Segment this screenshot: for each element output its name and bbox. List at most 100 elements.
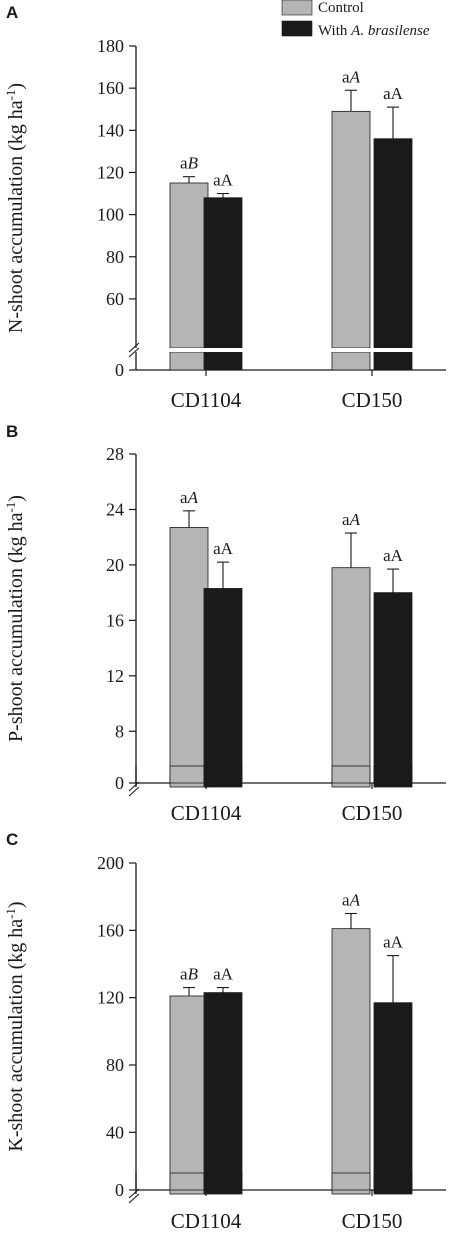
axis-break-mark-1 <box>128 342 140 353</box>
y-tick-label: 80 <box>106 1055 124 1075</box>
bar-stub <box>169 1172 209 1191</box>
legend-label-0: Control <box>318 0 364 16</box>
significance-letters: a <box>180 965 188 984</box>
significance-label: aA <box>342 510 361 529</box>
bar <box>169 995 209 1195</box>
bar <box>203 588 243 788</box>
y-tick-label: 120 <box>97 988 124 1008</box>
significance-italic: A <box>349 891 361 910</box>
y-tick-label: 160 <box>97 78 124 98</box>
y-tick-label: 140 <box>97 120 124 140</box>
y-tick-label: 8 <box>115 721 124 741</box>
bar-stub <box>373 351 413 371</box>
y-tick-label: 180 <box>97 36 124 56</box>
bar-stub <box>203 351 243 371</box>
category-label: CD1104 <box>171 1209 242 1231</box>
bar <box>373 592 413 788</box>
significance-italic: A <box>187 488 199 507</box>
significance-letters: aA <box>383 84 404 103</box>
bar <box>331 110 371 349</box>
panel-letter-C: C <box>6 830 18 849</box>
y-tick-label: 80 <box>106 247 124 267</box>
significance-letters: aA <box>383 546 404 565</box>
significance-italic: A <box>349 510 361 529</box>
bar-stub <box>331 351 371 371</box>
bar-stub <box>331 1172 371 1191</box>
significance-label: aA <box>342 67 361 86</box>
legend-label-text: With <box>318 23 351 39</box>
significance-letters: a <box>342 67 350 86</box>
bar <box>203 992 243 1195</box>
significance-label: aB <box>180 154 199 173</box>
axis-break-mark-2 <box>128 347 140 358</box>
significance-letters: aA <box>213 539 234 558</box>
significance-label: aA <box>213 171 234 190</box>
significance-italic: B <box>188 154 199 173</box>
significance-label: aA <box>383 546 404 565</box>
y-tick-label: 120 <box>97 162 124 182</box>
significance-label: aB <box>180 965 199 984</box>
y-tick-label: 100 <box>97 205 124 225</box>
y-axis-title: P-shoot accumulation (kg ha-1) <box>3 495 28 742</box>
y-tick-label: 0 <box>115 773 124 793</box>
y-axis-title-text: P-shoot accumulation (kg ha <box>5 512 27 742</box>
y-tick-label: 60 <box>106 289 124 309</box>
y-axis-title: K-shoot accumulation (kg ha-1) <box>3 901 28 1151</box>
bar-stub <box>373 765 413 784</box>
y-axis-title-text: N-shoot accumulation (kg ha <box>5 100 27 333</box>
significance-letters: a <box>342 510 350 529</box>
y-axis-title-sup: -1 <box>3 502 18 513</box>
significance-letters: aA <box>383 933 404 952</box>
significance-letters: a <box>342 891 350 910</box>
y-axis-title-sup: -1 <box>3 90 18 101</box>
significance-letters: a <box>180 154 188 173</box>
legend-label-italic: A. brasilense <box>350 23 430 39</box>
y-tick-label: 200 <box>97 853 124 873</box>
significance-label: aA <box>180 488 199 507</box>
legend-swatch-0 <box>281 0 313 16</box>
bar <box>203 197 243 349</box>
y-axis-title-sup: -1 <box>3 908 18 919</box>
legend-swatch-1 <box>281 20 313 37</box>
legend-label-text: Control <box>318 0 364 16</box>
significance-label: aA <box>213 965 234 984</box>
significance-letters: aA <box>213 171 234 190</box>
significance-label: aA <box>383 933 404 952</box>
panel-letter-B: B <box>6 422 18 441</box>
bar <box>373 1002 413 1195</box>
y-axis-title: N-shoot accumulation (kg ha-1) <box>3 83 28 333</box>
y-tick-label: 160 <box>97 920 124 940</box>
bar-break-gap <box>169 348 209 352</box>
bar-break-gap <box>373 348 413 352</box>
y-axis-title-close: ) <box>5 83 27 90</box>
bar-stub <box>373 1172 413 1191</box>
category-label: CD1104 <box>171 388 242 412</box>
axis-break-mark-2 <box>128 786 140 797</box>
bar-stub <box>169 351 209 371</box>
category-label: CD150 <box>342 1209 403 1231</box>
significance-letters: a <box>180 488 188 507</box>
bar-stub <box>169 765 209 784</box>
y-axis-title-text: K-shoot accumulation (kg ha <box>5 919 27 1152</box>
y-axis-title-close: ) <box>5 495 27 502</box>
y-tick-label: 24 <box>106 499 124 519</box>
significance-label: aA <box>383 84 404 103</box>
bar <box>169 527 209 788</box>
y-tick-label: 40 <box>106 1122 124 1142</box>
bar-break-gap <box>331 348 371 352</box>
y-tick-label: 0 <box>115 360 124 380</box>
significance-label: aA <box>342 891 361 910</box>
panel-letter-A: A <box>6 3 18 22</box>
bar <box>331 567 371 788</box>
axis-break-mark-2 <box>128 1193 140 1204</box>
legend-label-1: With A. brasilense <box>318 23 430 39</box>
bar <box>331 928 371 1195</box>
bar <box>169 182 209 349</box>
category-label: CD1104 <box>171 801 242 825</box>
significance-label: aA <box>213 539 234 558</box>
y-tick-label: 0 <box>115 1180 124 1200</box>
y-tick-label: 28 <box>106 444 124 464</box>
significance-italic: B <box>188 965 199 984</box>
